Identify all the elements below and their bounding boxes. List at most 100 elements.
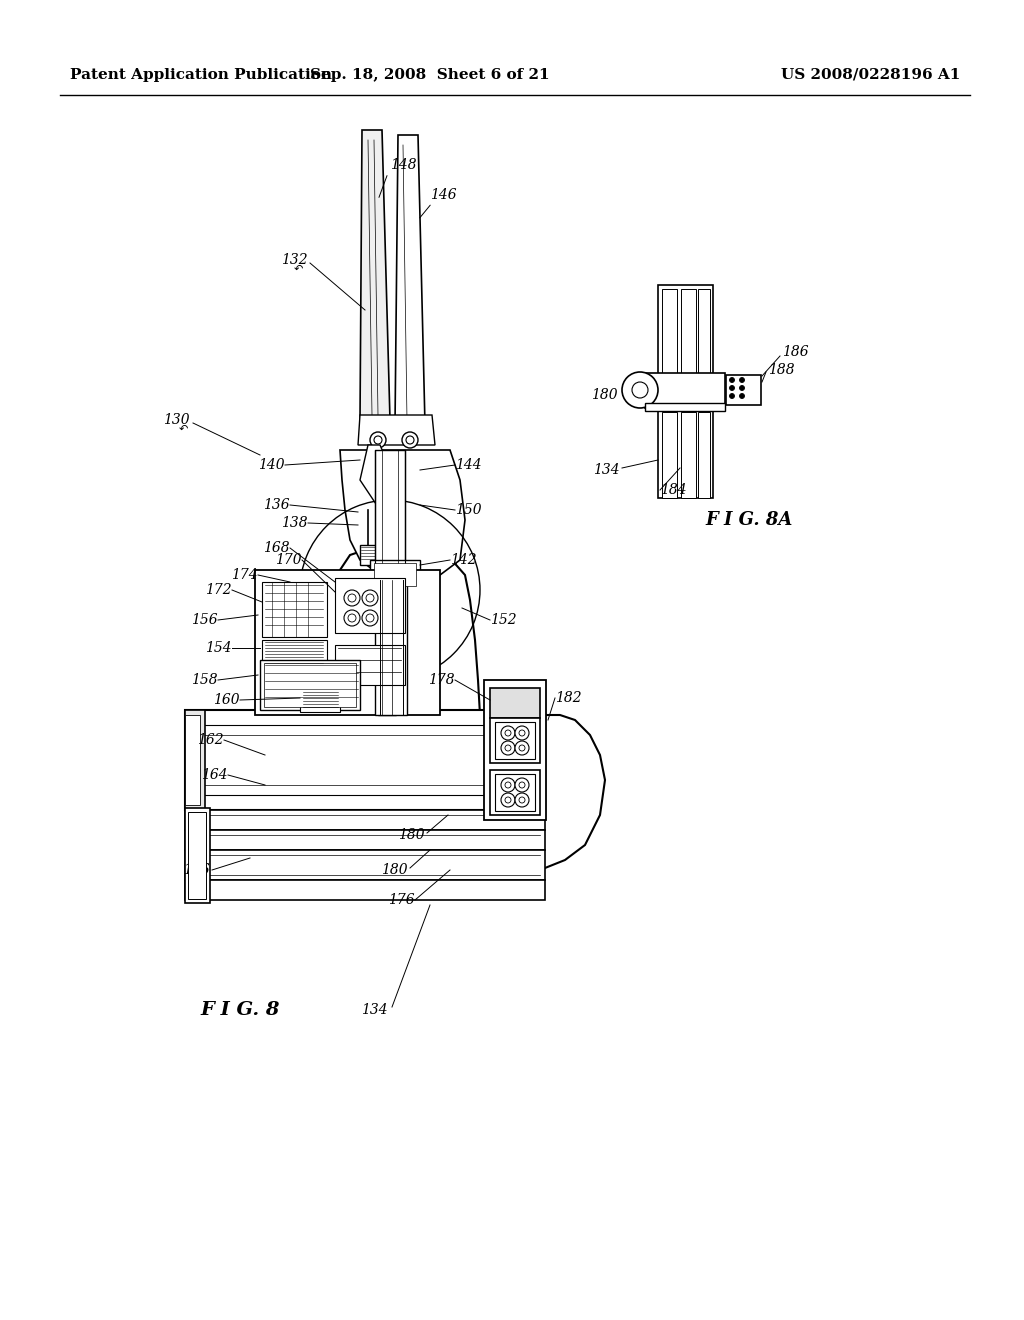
Text: 150: 150 bbox=[455, 503, 481, 517]
Text: 154: 154 bbox=[206, 642, 232, 655]
Bar bbox=[495, 774, 535, 810]
Circle shape bbox=[729, 393, 734, 399]
Polygon shape bbox=[358, 414, 435, 445]
Bar bbox=[681, 412, 696, 498]
Bar bbox=[185, 808, 210, 903]
Bar bbox=[185, 710, 545, 810]
Bar bbox=[370, 560, 420, 590]
Text: 130: 130 bbox=[164, 413, 190, 426]
Circle shape bbox=[348, 614, 356, 622]
Text: 132: 132 bbox=[282, 253, 308, 267]
Text: 186: 186 bbox=[782, 345, 809, 359]
Text: 136: 136 bbox=[263, 498, 290, 512]
Bar bbox=[662, 289, 677, 375]
Circle shape bbox=[344, 590, 360, 606]
Circle shape bbox=[344, 610, 360, 626]
Text: 164: 164 bbox=[202, 768, 228, 781]
Bar bbox=[262, 640, 327, 671]
Text: 158: 158 bbox=[191, 673, 218, 686]
Text: 176: 176 bbox=[388, 894, 415, 907]
Text: 174: 174 bbox=[231, 568, 258, 582]
Bar bbox=[375, 579, 407, 715]
Bar bbox=[378, 579, 396, 715]
Circle shape bbox=[402, 432, 418, 447]
Bar bbox=[490, 770, 540, 814]
Bar bbox=[188, 812, 206, 899]
Text: 188: 188 bbox=[768, 363, 795, 378]
Circle shape bbox=[374, 436, 382, 444]
Polygon shape bbox=[360, 129, 390, 430]
Circle shape bbox=[501, 726, 515, 741]
Text: 156: 156 bbox=[191, 612, 218, 627]
Circle shape bbox=[739, 385, 744, 391]
Circle shape bbox=[370, 432, 386, 447]
Text: 180: 180 bbox=[592, 388, 618, 403]
Bar bbox=[490, 718, 540, 810]
Circle shape bbox=[505, 730, 511, 737]
Text: 162: 162 bbox=[198, 733, 224, 747]
Circle shape bbox=[501, 793, 515, 807]
Circle shape bbox=[362, 590, 378, 606]
Circle shape bbox=[362, 610, 378, 626]
Text: F I G. 8A: F I G. 8A bbox=[705, 511, 793, 529]
Text: 170: 170 bbox=[275, 553, 302, 568]
Bar bbox=[260, 660, 360, 710]
Text: 134: 134 bbox=[593, 463, 620, 477]
Text: 166: 166 bbox=[183, 863, 210, 876]
Bar bbox=[662, 412, 677, 498]
Text: 140: 140 bbox=[258, 458, 285, 473]
Bar bbox=[185, 850, 545, 880]
Bar bbox=[645, 374, 725, 408]
Text: 144: 144 bbox=[455, 458, 481, 473]
Bar bbox=[375, 450, 406, 579]
Bar bbox=[645, 403, 725, 411]
Text: 172: 172 bbox=[206, 583, 232, 597]
Circle shape bbox=[501, 741, 515, 755]
Text: 160: 160 bbox=[213, 693, 240, 708]
Bar bbox=[264, 663, 356, 708]
Bar bbox=[681, 289, 696, 375]
Polygon shape bbox=[395, 135, 425, 430]
Circle shape bbox=[519, 797, 525, 803]
Text: 134: 134 bbox=[361, 1003, 388, 1016]
Text: 182: 182 bbox=[555, 690, 582, 705]
Bar bbox=[658, 408, 713, 498]
Circle shape bbox=[366, 594, 374, 602]
Bar bbox=[185, 810, 545, 830]
Bar bbox=[185, 830, 545, 850]
Circle shape bbox=[406, 436, 414, 444]
Circle shape bbox=[739, 378, 744, 383]
Bar bbox=[185, 715, 200, 805]
Circle shape bbox=[515, 777, 529, 792]
Circle shape bbox=[505, 781, 511, 788]
Bar bbox=[255, 570, 440, 715]
Circle shape bbox=[505, 744, 511, 751]
Bar bbox=[484, 680, 546, 820]
Bar bbox=[490, 688, 540, 718]
Circle shape bbox=[519, 781, 525, 788]
Circle shape bbox=[515, 741, 529, 755]
Text: Sep. 18, 2008  Sheet 6 of 21: Sep. 18, 2008 Sheet 6 of 21 bbox=[310, 69, 550, 82]
Circle shape bbox=[515, 793, 529, 807]
Bar bbox=[185, 880, 545, 900]
Bar bbox=[726, 375, 761, 405]
Text: 148: 148 bbox=[390, 158, 417, 172]
Bar bbox=[335, 645, 406, 685]
Text: 138: 138 bbox=[282, 516, 308, 531]
Circle shape bbox=[519, 730, 525, 737]
Circle shape bbox=[632, 381, 648, 399]
Text: 184: 184 bbox=[660, 483, 687, 498]
Polygon shape bbox=[360, 445, 395, 510]
Text: $\curvearrowleft$: $\curvearrowleft$ bbox=[176, 422, 189, 433]
Bar bbox=[335, 578, 406, 634]
Text: 152: 152 bbox=[490, 612, 517, 627]
Text: 178: 178 bbox=[428, 673, 455, 686]
Bar bbox=[658, 285, 713, 375]
Bar bbox=[185, 710, 205, 810]
Bar bbox=[698, 412, 710, 498]
Text: Patent Application Publication: Patent Application Publication bbox=[70, 69, 332, 82]
Text: 168: 168 bbox=[263, 541, 290, 554]
Bar bbox=[300, 690, 340, 711]
Text: 180: 180 bbox=[398, 828, 425, 842]
Text: 142: 142 bbox=[450, 553, 476, 568]
